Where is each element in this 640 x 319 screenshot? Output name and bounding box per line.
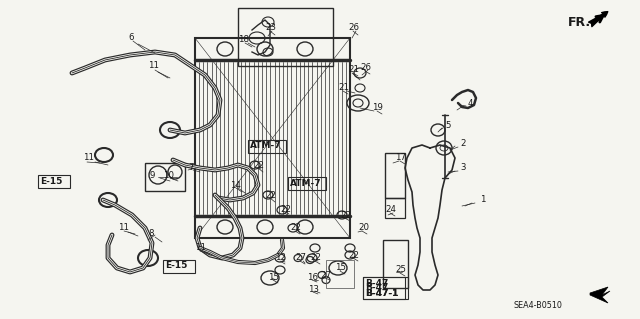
Text: 14: 14 (230, 181, 241, 189)
Text: SEA4-B0510: SEA4-B0510 (513, 301, 562, 310)
Text: 1: 1 (480, 196, 486, 204)
Text: 23: 23 (265, 24, 276, 33)
Bar (363, 277, 408, 299)
Bar (195, 38, 350, 238)
Text: 10: 10 (163, 170, 174, 180)
Text: 19: 19 (372, 103, 383, 113)
Text: E-15: E-15 (165, 262, 188, 271)
Polygon shape (590, 287, 610, 303)
Text: 4: 4 (468, 99, 474, 108)
Text: 21: 21 (348, 65, 359, 75)
Bar (145, 163, 185, 191)
Text: FR.: FR. (568, 16, 591, 28)
Text: 6: 6 (128, 33, 134, 42)
Text: 25: 25 (395, 265, 406, 275)
Bar (238, 8, 333, 66)
Bar (288, 177, 326, 190)
Text: ATM-7: ATM-7 (250, 142, 282, 151)
Text: B-47: B-47 (365, 284, 388, 293)
Text: E-15: E-15 (40, 176, 62, 186)
Text: 22: 22 (265, 190, 276, 199)
Text: 9: 9 (150, 170, 156, 180)
Text: 15: 15 (268, 273, 279, 283)
Text: 27: 27 (295, 254, 306, 263)
Text: 27: 27 (320, 271, 331, 279)
Text: 20: 20 (358, 224, 369, 233)
Text: 18: 18 (238, 35, 249, 44)
Text: 7: 7 (188, 164, 193, 173)
Text: 22: 22 (253, 160, 264, 169)
Text: 12: 12 (275, 254, 286, 263)
Text: 26: 26 (360, 63, 371, 72)
Bar (38, 175, 70, 188)
Text: 24: 24 (385, 205, 396, 214)
Bar (385, 198, 405, 218)
Text: 2: 2 (460, 138, 465, 147)
Text: 26: 26 (348, 24, 359, 33)
Bar (383, 240, 408, 288)
Text: 22: 22 (348, 250, 359, 259)
Text: 15: 15 (335, 263, 346, 272)
Text: 11: 11 (195, 243, 206, 253)
Text: 11: 11 (118, 224, 129, 233)
Bar (385, 153, 405, 198)
Text: B-47-1: B-47-1 (365, 288, 398, 298)
Text: 22: 22 (290, 224, 301, 233)
Text: 11: 11 (83, 153, 94, 162)
Text: 11: 11 (148, 62, 159, 70)
Text: 17: 17 (395, 153, 406, 162)
Bar (326, 260, 354, 288)
Text: B-47-1: B-47-1 (365, 288, 398, 298)
Text: 8: 8 (148, 228, 154, 238)
Text: B-47: B-47 (365, 279, 388, 288)
Text: ATM-7: ATM-7 (290, 179, 322, 188)
Text: 16: 16 (307, 273, 318, 283)
Bar (363, 277, 405, 299)
Text: 21: 21 (338, 84, 349, 93)
Text: 22: 22 (310, 254, 321, 263)
Text: 5: 5 (445, 121, 451, 130)
Text: 22: 22 (280, 205, 291, 214)
Bar (163, 260, 195, 273)
Text: 13: 13 (308, 286, 319, 294)
Text: 22: 22 (340, 211, 351, 219)
Text: 3: 3 (460, 164, 465, 173)
Bar (248, 140, 286, 153)
